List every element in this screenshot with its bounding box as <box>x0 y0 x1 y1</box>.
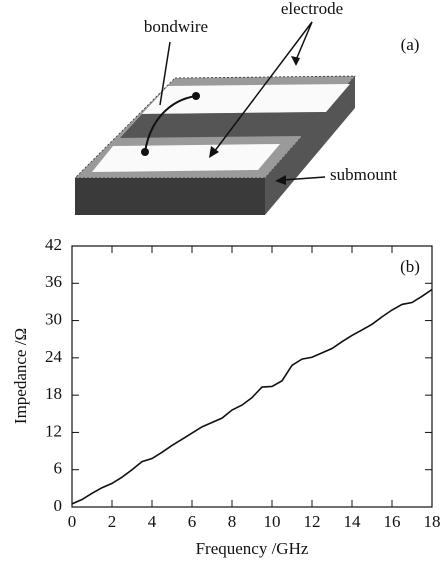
x-tick-label: 18 <box>424 512 441 531</box>
x-tick-label: 4 <box>148 512 157 531</box>
y-tick-label: 42 <box>45 235 62 254</box>
y-tick-label: 0 <box>54 496 63 515</box>
device-diagram: bondwire electrode submount (a) <box>74 0 420 215</box>
label-bondwire: bondwire <box>144 17 208 36</box>
arrow-electrode <box>213 21 313 153</box>
bondwire-wire <box>144 95 197 153</box>
plot-frame <box>71 245 433 508</box>
y-tick-label: 24 <box>45 347 63 366</box>
arrow-bondwire <box>159 41 171 106</box>
arrowhead <box>275 175 286 185</box>
x-tick-label: 0 <box>68 512 77 531</box>
x-tick-label: 12 <box>304 512 321 531</box>
arrowhead <box>209 146 219 158</box>
x-tick-label: 16 <box>384 512 401 531</box>
panel-label: (a) <box>401 35 420 54</box>
panel-label: (b) <box>400 257 420 276</box>
gap-band <box>120 112 326 138</box>
y-axis-title: Impedance /Ω <box>11 328 30 424</box>
x-tick-label: 14 <box>344 512 362 531</box>
bond-dot <box>141 148 149 156</box>
arrow-submount <box>282 176 326 181</box>
x-tick-label: 6 <box>188 512 197 531</box>
y-tick-label: 6 <box>54 459 63 478</box>
y-tick-label: 36 <box>45 272 62 291</box>
bond-dot <box>192 92 200 100</box>
arrow-electrode <box>295 21 313 61</box>
electrode-front <box>92 144 280 172</box>
data-line <box>71 288 433 505</box>
label-electrode: electrode <box>281 0 343 18</box>
x-tick-label: 8 <box>228 512 237 531</box>
arrowhead <box>291 56 300 66</box>
x-tick-label: 10 <box>264 512 281 531</box>
x-tick-label: 2 <box>108 512 117 531</box>
label-submount: submount <box>330 165 397 184</box>
chart: Frequency /GHz Impedance /Ω (b) 0 2 4 6 8 10 1… <box>11 235 441 558</box>
y-tick-label: 12 <box>45 421 62 440</box>
electrode-back <box>142 84 350 114</box>
y-tick-label: 18 <box>45 384 62 403</box>
x-axis-title: Frequency /GHz <box>196 539 309 558</box>
y-tick-label: 30 <box>45 309 62 328</box>
front-face <box>75 178 265 215</box>
